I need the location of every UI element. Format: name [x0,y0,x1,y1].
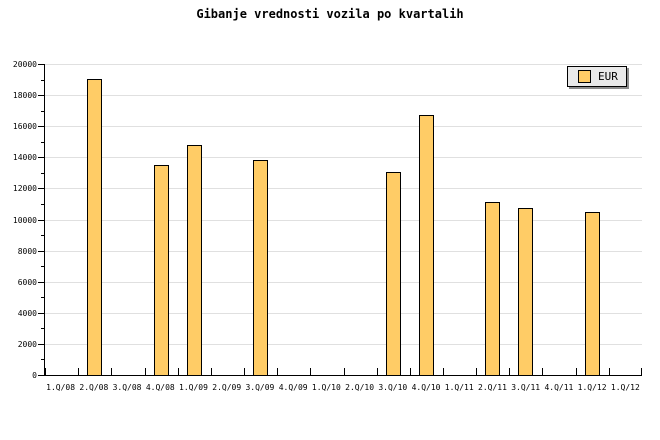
gridline [45,220,642,221]
x-axis: 1.Q/08 2.Q/08 3.Q/08 4.Q/08 1.Q/09 2.Q/09 3.Q/… [44,381,642,395]
x-axis-label: 4.Q/10 [411,383,441,392]
x-axis-tick [344,368,345,375]
bar [585,212,600,375]
y-axis-minor-tick [41,204,45,205]
x-axis-tick [377,368,378,375]
x-axis-tick [542,368,543,375]
gridline [45,64,642,65]
y-axis-minor-tick [41,173,45,174]
gridline [45,251,642,252]
x-axis-label: 1.Q/10 [311,383,341,392]
y-axis-label: 8000 [17,247,37,256]
bar [154,165,169,375]
x-axis-tick [641,368,642,375]
legend: EUR [567,66,627,87]
x-axis-tick [178,368,179,375]
y-axis-tick [38,220,45,221]
y-axis-minor-tick [41,142,45,143]
y-axis: 0 2000 4000 6000 8000 10000 12000 14000 16000 180… [0,60,37,380]
chart-title: Gibanje vrednosti vozila po kvartalih [196,7,464,21]
y-axis-label: 0 [32,371,37,380]
y-axis-tick [38,157,45,158]
x-axis-label: 2.Q/11 [478,383,507,392]
y-axis-minor-tick [41,297,45,298]
y-axis-minor-tick [41,328,45,329]
y-axis-tick [38,95,45,96]
x-axis-tick [244,368,245,375]
y-axis-tick [38,344,45,345]
x-axis-tick [277,368,278,375]
y-axis-tick [38,313,45,314]
x-axis-label: 1.Q/12 [610,383,640,392]
x-axis-tick [443,368,444,375]
x-axis-label: 3.Q/11 [511,383,541,392]
x-axis-label: 2.Q/08 [79,383,109,392]
y-axis-tick [38,64,45,65]
bar [253,160,268,375]
x-axis-tick [476,368,477,375]
x-axis-tick [310,368,311,375]
x-axis-tick [609,368,610,375]
y-axis-tick [38,188,45,189]
x-axis-label: 1.Q/08 [46,383,76,392]
y-axis-label: 2000 [17,340,37,349]
y-axis-tick [38,282,45,283]
x-axis-label: 1.Q/11 [444,383,474,392]
x-axis-tick [145,368,146,375]
y-axis-minor-tick [41,111,45,112]
bar [187,145,202,375]
y-axis-label: 20000 [12,60,37,69]
y-axis-label: 16000 [12,122,37,131]
gridline [45,344,642,345]
x-axis-label: 4.Q/11 [544,383,574,392]
x-axis-tick [78,368,79,375]
y-axis-label: 12000 [12,184,37,193]
bar [386,172,401,375]
gridline [45,95,642,96]
gridline [45,188,642,189]
bar [518,208,533,375]
gridline [45,157,642,158]
y-axis-label: 4000 [17,309,37,318]
x-axis-label: 4.Q/08 [145,383,175,392]
x-axis-label: 1.Q/12 [577,383,607,392]
y-axis-minor-tick [41,266,45,267]
x-axis-tick [509,368,510,375]
plot-area [38,64,642,376]
y-axis-tick [38,126,45,127]
x-axis-label: 2.Q/09 [212,383,242,392]
bar [87,79,102,375]
y-axis-tick [38,375,45,376]
gridline [45,282,642,283]
x-axis-tick [211,368,212,375]
y-axis-label: 14000 [12,153,37,162]
x-axis-label: 3.Q/10 [378,383,408,392]
x-axis-label: 3.Q/09 [245,383,275,392]
y-axis-label: 18000 [12,91,37,100]
x-axis-tick [45,368,46,375]
gridline [45,126,642,127]
y-axis-minor-tick [41,359,45,360]
y-axis-label: 6000 [17,278,37,287]
x-axis-tick [111,368,112,375]
y-axis-tick [38,251,45,252]
x-axis-tick [576,368,577,375]
x-axis-label: 1.Q/09 [179,383,208,392]
y-axis-minor-tick [41,80,45,81]
x-axis-label: 3.Q/08 [112,383,142,392]
x-axis-label: 2.Q/10 [345,383,375,392]
bar [419,115,434,375]
x-axis-tick [410,368,411,375]
bar-color-swatch-icon [578,70,591,83]
y-axis-minor-tick [41,235,45,236]
legend-label: EUR [598,70,618,83]
bar [485,202,500,375]
gridline [45,313,642,314]
y-axis-label: 10000 [12,216,37,225]
x-axis-label: 4.Q/09 [278,383,308,392]
